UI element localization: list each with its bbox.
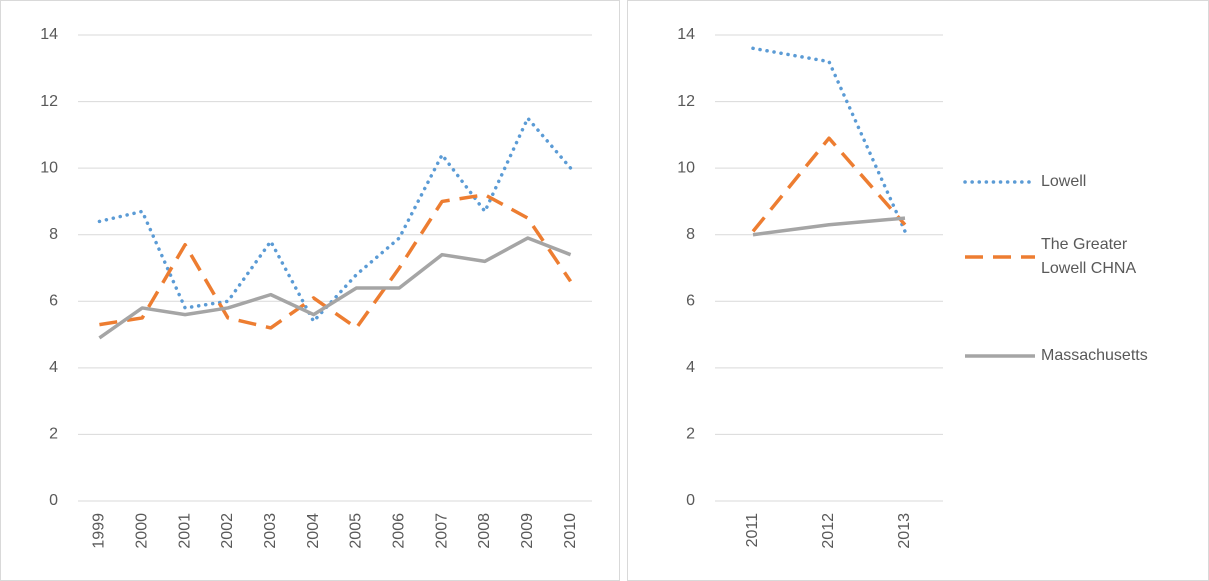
x-tick-label: 2012 <box>820 513 837 549</box>
y-tick-label: 6 <box>49 293 58 310</box>
x-tick-label: 2009 <box>519 513 536 549</box>
series-line <box>751 46 907 234</box>
x-tick-label: 2008 <box>476 513 493 549</box>
y-tick-label: 2 <box>49 426 58 443</box>
y-tick-label: 0 <box>686 492 695 509</box>
y-tick-label: 8 <box>49 226 58 243</box>
y-tick-label: 10 <box>677 159 695 176</box>
y-tick-label: 12 <box>40 93 58 110</box>
legend-label: Massachusetts <box>1041 347 1148 364</box>
y-tick-label: 2 <box>686 426 695 443</box>
series-line <box>751 136 907 233</box>
series-line <box>98 236 572 340</box>
y-tick-label: 4 <box>686 359 695 376</box>
y-tick-label: 0 <box>49 492 58 509</box>
x-tick-label: 2000 <box>133 513 150 549</box>
x-tick-label: 2007 <box>433 513 450 549</box>
y-tick-label: 8 <box>686 226 695 243</box>
x-tick-label: 2010 <box>562 513 579 549</box>
x-tick-label: 1999 <box>91 513 108 549</box>
x-tick-label: 2006 <box>390 513 407 549</box>
x-tick-label: 2011 <box>744 513 761 548</box>
y-tick-label: 14 <box>40 26 58 43</box>
y-tick-label: 10 <box>40 159 58 176</box>
series-line <box>97 116 573 324</box>
y-tick-label: 6 <box>686 293 695 310</box>
chart-frame <box>0 0 620 581</box>
x-tick-label: 2013 <box>896 513 913 549</box>
chart-frame <box>627 0 1209 581</box>
x-tick-label: 2001 <box>176 513 193 549</box>
legend-label: The Greater Lowell CHNA <box>1041 236 1137 277</box>
y-tick-label: 4 <box>49 359 58 376</box>
x-tick-label: 2003 <box>262 513 279 549</box>
x-tick-label: 2002 <box>219 513 236 549</box>
x-tick-label: 2004 <box>305 513 322 549</box>
series-line <box>752 216 906 237</box>
y-tick-label: 14 <box>677 26 695 43</box>
series-line <box>99 193 573 330</box>
y-tick-label: 12 <box>677 93 695 110</box>
x-tick-label: 2005 <box>348 513 365 549</box>
legend-label: Lowell <box>1041 173 1087 190</box>
